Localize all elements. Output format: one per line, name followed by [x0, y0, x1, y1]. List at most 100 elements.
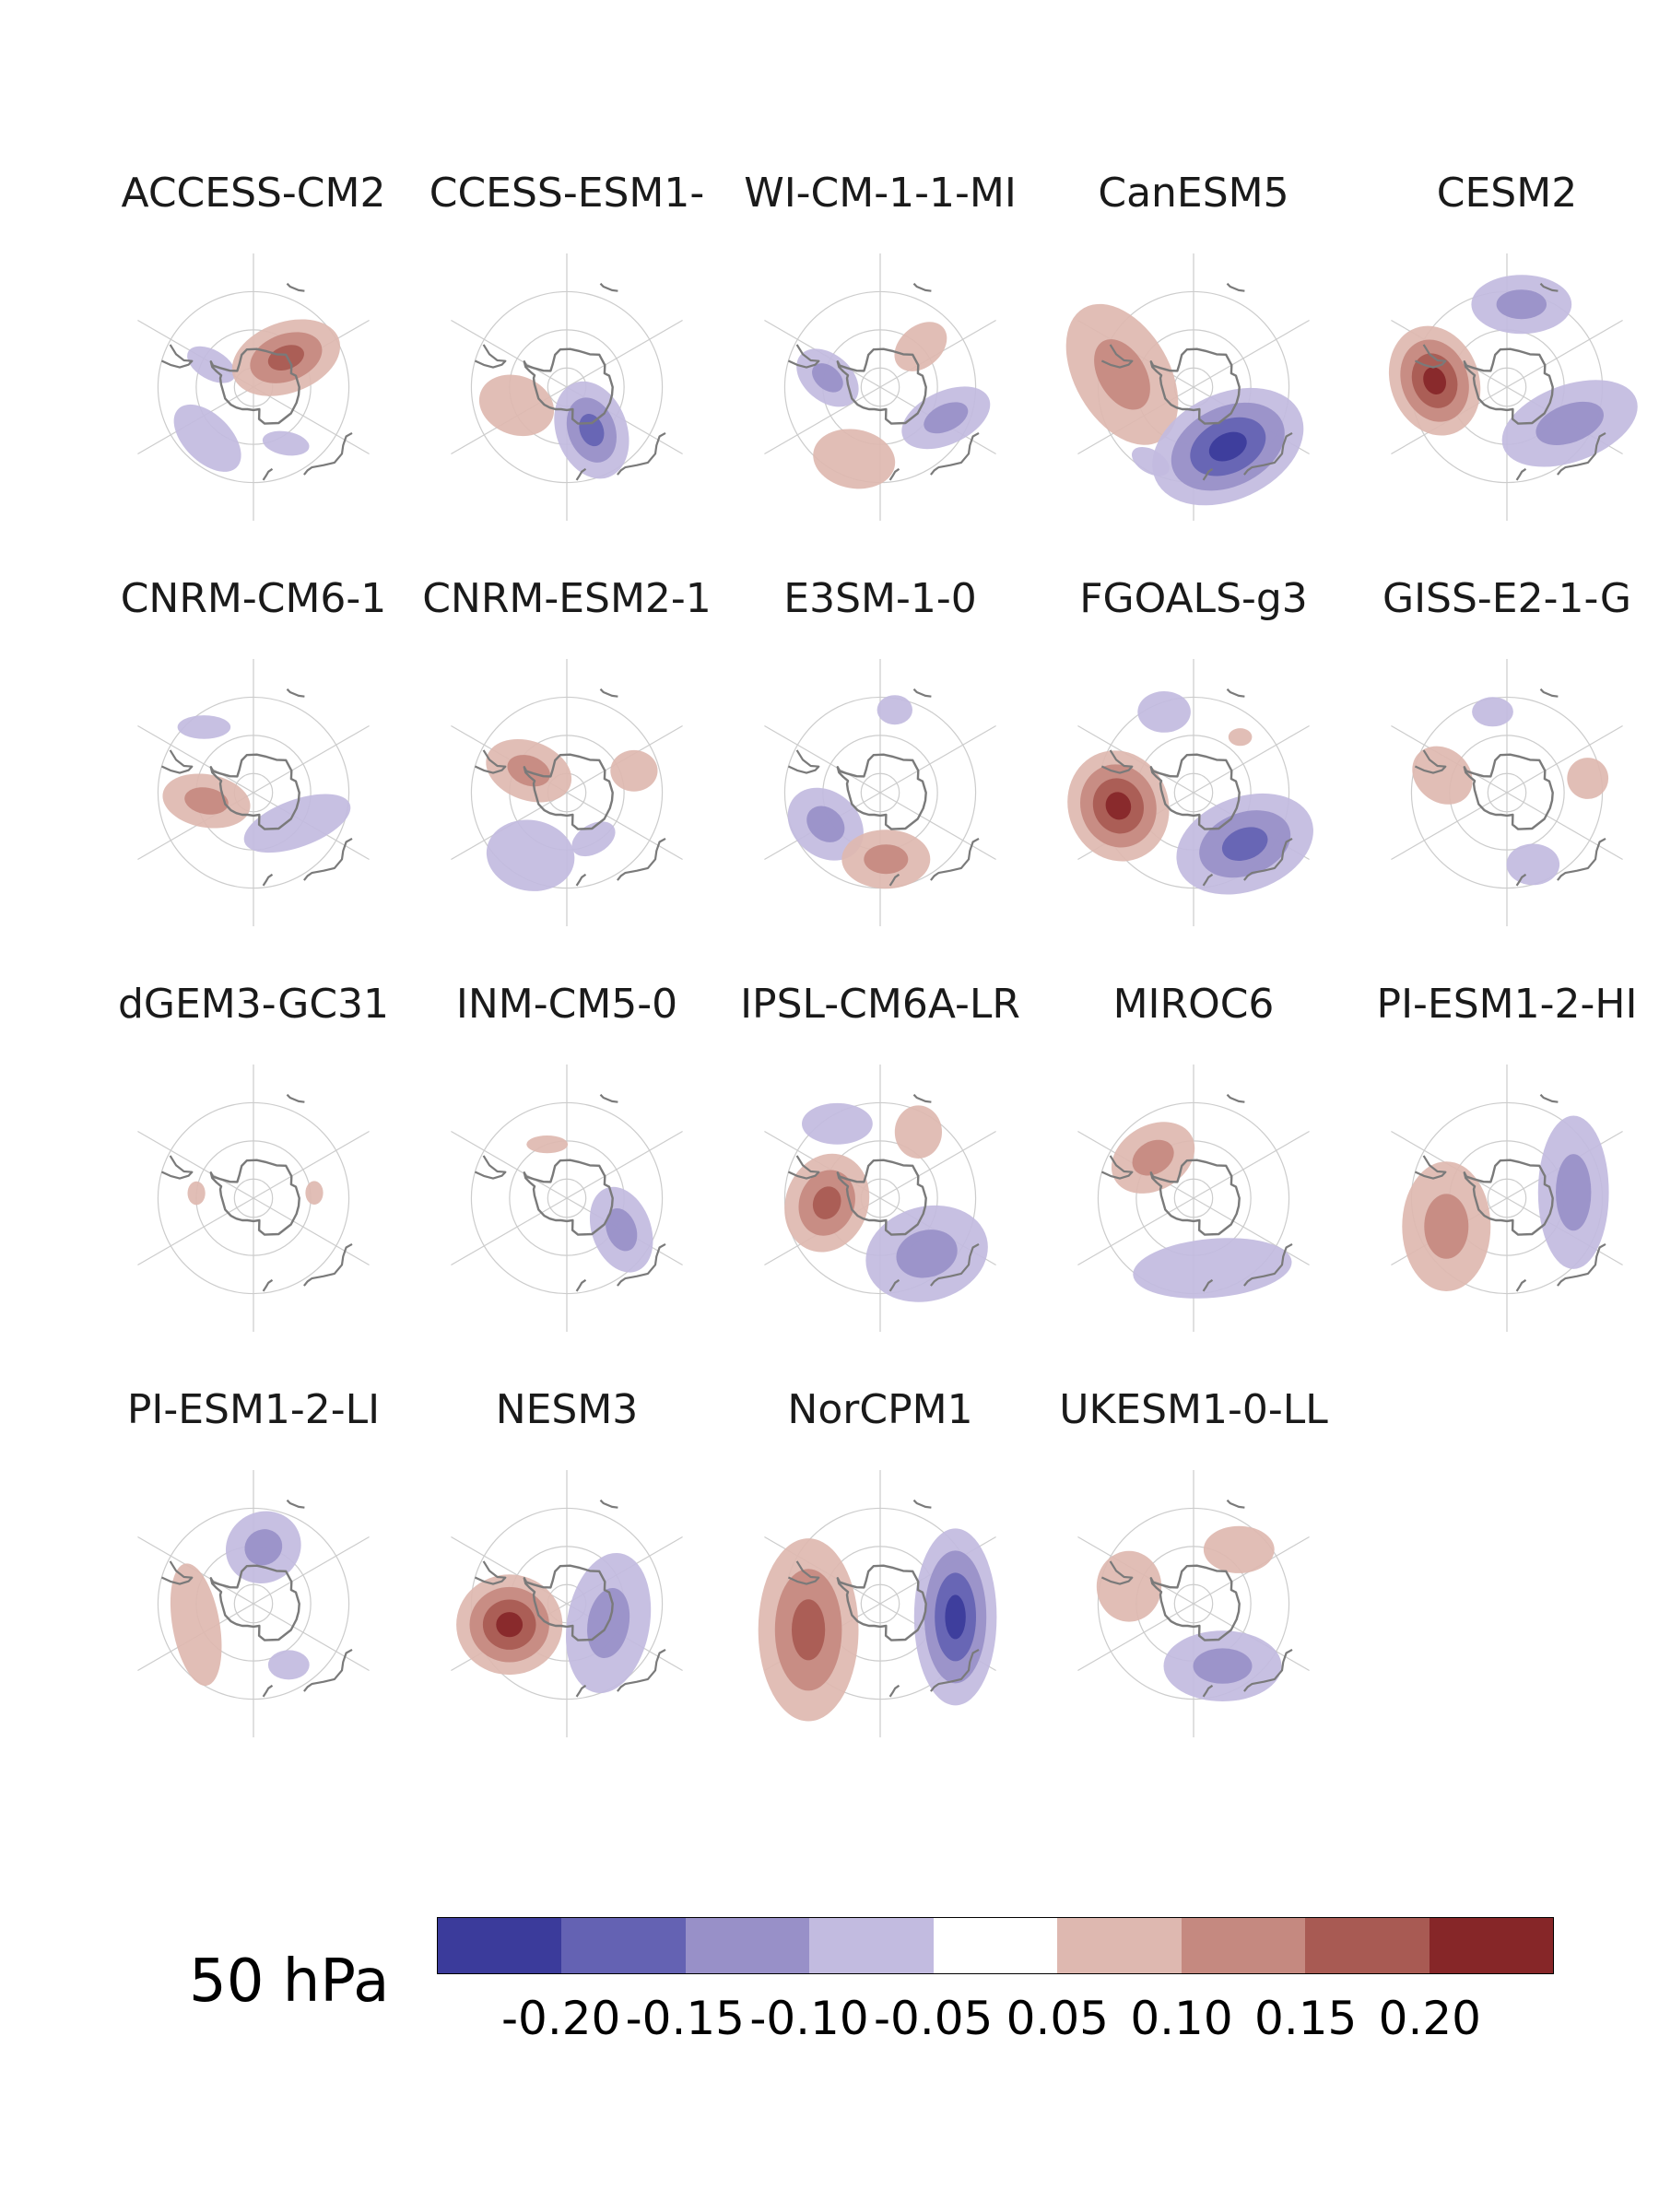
continent-coastline: [262, 467, 274, 481]
colorbar-segment: [438, 1918, 562, 1973]
continent-coastline: [930, 431, 980, 476]
meridian-line: [566, 319, 683, 388]
colorbar-tick-label: -0.20: [501, 1992, 621, 2045]
meridian-line: [253, 724, 370, 794]
panel-title: CESM2: [1436, 170, 1578, 217]
continent-coastline: [1557, 431, 1606, 476]
positive-anomaly-contour: [187, 1181, 206, 1206]
continent-coastline: [1202, 1684, 1214, 1698]
meridian-line: [1391, 792, 1508, 861]
meridian-line: [253, 1130, 370, 1199]
antarctica-coastline: [1463, 753, 1554, 830]
continent-coastline: [599, 1499, 618, 1509]
panel-title: dGEM3-GC31: [117, 981, 390, 1028]
panel-title: PI-ESM1-2-LI: [126, 1386, 381, 1433]
negative-anomaly-contour: [173, 404, 241, 472]
negative-anomaly-contour: [1208, 431, 1247, 462]
polar-stereographic-map: [137, 659, 370, 926]
antarctica-coastline: [836, 347, 927, 425]
panel-title: CNRM-CM6-1: [120, 575, 387, 622]
colorbar-tick-label: 0.10: [1130, 1992, 1233, 2045]
continent-coastline: [474, 749, 507, 774]
continent-coastline: [930, 837, 980, 881]
meridian-line: [1506, 792, 1623, 861]
polar-stereographic-map: [1391, 1065, 1623, 1332]
continent-coastline: [1243, 431, 1293, 476]
negative-anomaly-contour: [1506, 843, 1560, 886]
map-panels-grid: ACCESS-CM2 CCESS-ESM1- WI-CM-1-1-MI CanESM5…: [106, 166, 1654, 1737]
antarctica-coastline: [209, 1159, 300, 1236]
antarctica-coastline: [209, 753, 300, 830]
negative-anomaly-contour: [812, 363, 843, 393]
positive-anomaly-contour: [170, 1563, 222, 1687]
polar-stereographic-map: [758, 1470, 997, 1737]
continent-coastline: [1243, 837, 1293, 881]
negative-anomaly-contour: [1496, 289, 1547, 320]
meridian-line: [253, 1603, 370, 1672]
meridian-line: [879, 724, 996, 794]
continent-coastline: [474, 1155, 507, 1180]
polar-stereographic-map: [1077, 1470, 1310, 1737]
meridian-line: [1193, 1130, 1310, 1199]
continent-coastline: [888, 467, 900, 481]
continent-coastline: [912, 282, 932, 292]
positive-anomaly-contour: [1228, 728, 1253, 747]
polar-stereographic-map: [451, 1065, 683, 1332]
meridian-line: [566, 1130, 683, 1199]
meridian-line: [1506, 319, 1623, 388]
polar-stereographic-map: [137, 1470, 370, 1737]
continent-coastline: [599, 688, 618, 698]
panel-title: CCESS-ESM1-: [429, 170, 705, 217]
continent-coastline: [599, 282, 618, 292]
polar-stereographic-map: [764, 659, 996, 926]
positive-anomaly-contour: [813, 429, 896, 489]
continent-coastline: [262, 873, 274, 887]
map-panel: WI-CM-1-1-MI: [733, 166, 1028, 571]
colorbar-segment: [1305, 1918, 1430, 1973]
positive-anomaly-contour: [305, 1181, 324, 1205]
colorbar-tick-label: -0.15: [625, 1992, 745, 2045]
continent-coastline: [930, 1242, 980, 1287]
positive-anomaly-contour: [1132, 1139, 1174, 1176]
meridian-line: [1193, 1197, 1310, 1266]
negative-anomaly-contour: [579, 414, 605, 447]
negative-anomaly-contour: [1556, 1154, 1592, 1231]
continent-coastline: [1202, 1278, 1214, 1292]
continent-coastline: [912, 1499, 932, 1509]
map-panel: CESM2: [1359, 166, 1654, 571]
antarctica-coastline: [523, 1564, 614, 1641]
meridian-line: [451, 319, 568, 388]
map-panel: E3SM-1-0: [733, 571, 1028, 977]
continent-coastline: [599, 1093, 618, 1103]
map-panel: CanESM5: [1046, 166, 1341, 571]
map-panel: dGEM3-GC31: [106, 977, 401, 1382]
panel-title: WI-CM-1-1-MI: [744, 170, 1017, 217]
positive-anomaly-contour: [507, 755, 550, 787]
continent-coastline: [1226, 282, 1245, 292]
antarctica-coastline: [836, 1159, 927, 1236]
panel-title: ACCESS-CM2: [121, 170, 386, 217]
negative-anomaly-contour: [1137, 691, 1191, 733]
pressure-level-label: 50 hPa: [189, 1947, 390, 2016]
polar-stereographic-map: [1077, 1065, 1310, 1332]
positive-anomaly-contour: [496, 1612, 524, 1638]
meridian-line: [137, 1197, 254, 1266]
map-panel: CCESS-ESM1-: [419, 166, 714, 571]
continent-coastline: [1539, 282, 1559, 292]
colorbar-segment: [1429, 1918, 1553, 1973]
colorbar: [437, 1917, 1554, 1974]
continent-coastline: [1243, 1648, 1293, 1692]
negative-anomaly-contour: [1193, 1648, 1253, 1684]
colorbar-tick-label: -0.05: [874, 1992, 994, 2045]
continent-coastline: [575, 873, 587, 887]
negative-anomaly-contour: [177, 715, 231, 739]
meridian-line: [879, 1130, 996, 1199]
colorbar-tick-label: -0.10: [749, 1992, 869, 2045]
antarctica-coastline: [523, 1159, 614, 1236]
polar-stereographic-map: [764, 1065, 996, 1332]
continent-coastline: [286, 282, 305, 292]
polar-stereographic-map: [137, 1065, 370, 1332]
map-panel: GISS-E2-1-G: [1359, 571, 1654, 977]
continent-coastline: [474, 1560, 507, 1585]
negative-anomaly-contour: [571, 821, 616, 857]
